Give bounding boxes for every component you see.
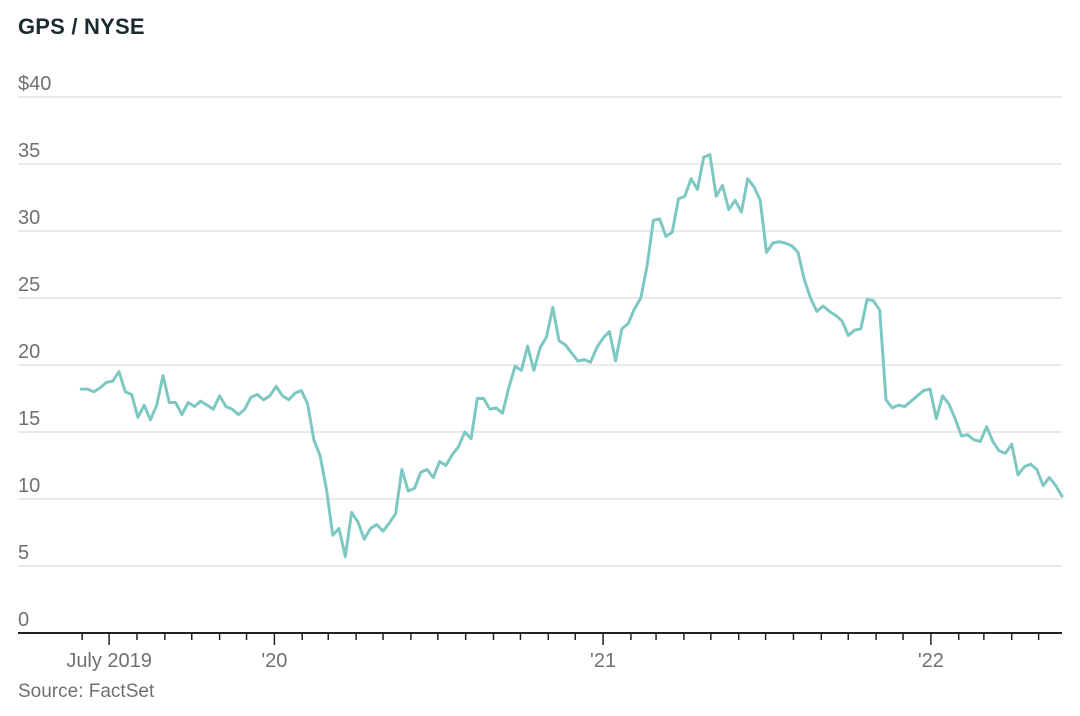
y-tick-label: 30 [18,207,40,229]
y-tick-label: 0 [18,609,29,631]
x-tick-label: '20 [261,650,287,672]
y-tick-label: $40 [18,73,51,95]
y-tick-label: 5 [18,542,29,564]
y-tick-label: 25 [18,274,40,296]
x-tick-label: '22 [918,650,944,672]
chart-source: Source: FactSet [18,681,155,702]
y-tick-label: 15 [18,408,40,430]
price-line [79,153,1064,559]
y-tick-label: 20 [18,341,40,363]
x-tick-label: July 2019 [66,650,152,672]
y-tick-label: 35 [18,140,40,162]
x-tick-label: '21 [590,650,616,672]
y-tick-label: 10 [18,475,40,497]
chart-title: GPS / NYSE [18,14,145,39]
